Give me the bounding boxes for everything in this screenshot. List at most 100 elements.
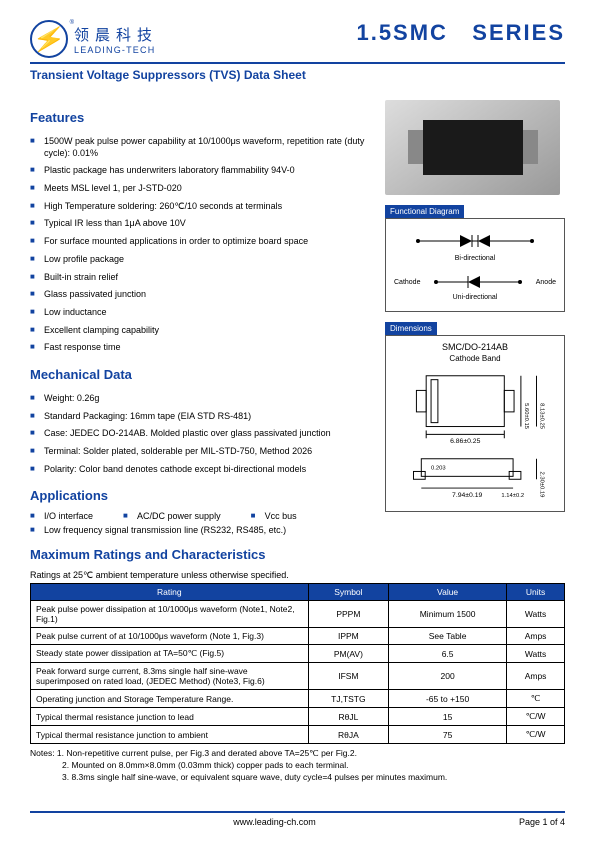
svg-text:1.14±0.2: 1.14±0.2 [501, 493, 524, 499]
ratings-cell: Steady state power dissipation at TA=50℃… [31, 645, 309, 663]
svg-text:5.60±0.15: 5.60±0.15 [523, 403, 529, 429]
mechanical-item: Weight: 0.26g [30, 390, 371, 408]
ratings-cell: RθJA [308, 726, 388, 744]
left-column: Features 1500W peak pulse power capabili… [30, 100, 371, 535]
registered-icon: ® [70, 20, 74, 26]
features-list: 1500W peak pulse power capability at 10/… [30, 133, 371, 357]
series-number: 1.5SMC [356, 20, 447, 45]
uni-directional-symbol [433, 270, 523, 294]
feature-item: Meets MSL level 1, per J-STD-020 [30, 180, 371, 198]
note-line: 3. 8.3ms single half sine-wave, or equiv… [30, 772, 565, 784]
ratings-cell: Peak forward surge current, 8.3ms single… [31, 663, 309, 690]
anode-label: Anode [536, 279, 556, 286]
svg-text:8.13±0.25: 8.13±0.25 [538, 403, 544, 429]
ratings-cell: Amps [507, 663, 565, 690]
series-suffix: SERIES [472, 20, 565, 45]
ratings-section: Maximum Ratings and Characteristics Rati… [30, 547, 565, 784]
mechanical-item: Case: JEDEC DO-214AB. Molded plastic ove… [30, 425, 371, 443]
ratings-cell: Amps [507, 628, 565, 645]
application-item: AC/DC power supply [123, 511, 221, 521]
cathode-label: Cathode [394, 279, 420, 286]
mechanical-item: Terminal: Solder plated, solderable per … [30, 443, 371, 461]
mechanical-item: Polarity: Color band denotes cathode exc… [30, 461, 371, 479]
ratings-cell: TJ,TSTG [308, 690, 388, 708]
feature-item: Typical IR less than 1μA above 10V [30, 215, 371, 233]
ratings-cell: Watts [507, 601, 565, 628]
logo-cn: 领晨科技 [74, 24, 158, 45]
ratings-cell: IFSM [308, 663, 388, 690]
note-line: 2. Mounted on 8.0mm×8.0mm (0.03mm thick)… [30, 760, 565, 772]
package-name: SMC/DO-214AB [392, 342, 558, 352]
dimensions-diagram: SMC/DO-214AB Cathode Band 6.86±0.25 5.60… [385, 335, 565, 512]
applications-list: I/O interface AC/DC power supply Vcc bus Lo… [30, 511, 371, 535]
ratings-cell: Watts [507, 645, 565, 663]
application-item: I/O interface [30, 511, 93, 521]
svg-text:0.203: 0.203 [431, 466, 446, 472]
ratings-row: Typical thermal resistance junction to l… [31, 708, 565, 726]
footer-page: Page 1 of 4 [519, 817, 565, 827]
header: ⚡ ® 领晨科技 LEADING-TECH 1.5SMC SERIES [30, 20, 565, 58]
ratings-cell: Peak pulse current of at 10/1000μs wavef… [31, 628, 309, 645]
product-photo [385, 100, 560, 195]
note-line: Notes: 1. Non-repetitive current pulse, … [30, 748, 565, 760]
ratings-cell: See Table [389, 628, 507, 645]
logo-text: 领晨科技 LEADING-TECH [74, 24, 158, 55]
package-drawing: 6.86±0.25 5.60±0.15 8.13±0.25 0.203 7.94… [392, 366, 558, 503]
ratings-row: Peak pulse power dissipation at 10/1000μ… [31, 601, 565, 628]
mechanical-heading: Mechanical Data [30, 367, 371, 382]
bi-directional-symbol [415, 229, 535, 253]
application-item: Low frequency signal transmission line (… [30, 525, 286, 535]
ratings-cell: 15 [389, 708, 507, 726]
ratings-row: Steady state power dissipation at TA=50℃… [31, 645, 565, 663]
ratings-cell: 75 [389, 726, 507, 744]
ratings-cell: PM(AV) [308, 645, 388, 663]
functional-diagram-header: Functional Diagram [385, 205, 464, 218]
ratings-cell: ℃ [507, 690, 565, 708]
ratings-cell: RθJL [308, 708, 388, 726]
ratings-cell: Peak pulse power dissipation at 10/1000μ… [31, 601, 309, 628]
svg-text:2.30±0.19: 2.30±0.19 [538, 471, 544, 497]
application-item: Vcc bus [251, 511, 297, 521]
ratings-cell: Typical thermal resistance junction to l… [31, 708, 309, 726]
ratings-header: Value [389, 584, 507, 601]
ratings-row: Typical thermal resistance junction to a… [31, 726, 565, 744]
subtitle: Transient Voltage Suppressors (TVS) Data… [30, 68, 565, 82]
ratings-heading: Maximum Ratings and Characteristics [30, 547, 565, 562]
feature-item: Built-in strain relief [30, 269, 371, 287]
ratings-row: Peak pulse current of at 10/1000μs wavef… [31, 628, 565, 645]
ratings-row: Operating junction and Storage Temperatu… [31, 690, 565, 708]
ratings-table: RatingSymbolValueUnits Peak pulse power … [30, 583, 565, 744]
applications-heading: Applications [30, 488, 371, 503]
table-notes: Notes: 1. Non-repetitive current pulse, … [30, 748, 565, 784]
ratings-cell: ℃/W [507, 726, 565, 744]
bolt-icon: ⚡ [30, 21, 67, 57]
logo-en: LEADING-TECH [74, 45, 158, 55]
feature-item: Fast response time [30, 339, 371, 357]
svg-text:6.86±0.25: 6.86±0.25 [450, 438, 481, 445]
bi-directional-label: Bi-directional [394, 255, 556, 262]
ratings-cell: 200 [389, 663, 507, 690]
ratings-cell: 6.5 [389, 645, 507, 663]
chip-icon [423, 120, 523, 175]
ratings-cell: PPPM [308, 601, 388, 628]
footer-url: www.leading-ch.com [233, 817, 316, 827]
right-column: Functional Diagram Bi-directional [385, 100, 565, 535]
logo: ⚡ ® 领晨科技 LEADING-TECH [30, 20, 158, 58]
footer: www.leading-ch.com Page 1 of 4 [30, 811, 565, 827]
ratings-cell: Typical thermal resistance junction to a… [31, 726, 309, 744]
dimensions-header: Dimensions [385, 322, 437, 335]
feature-item: Plastic package has underwriters laborat… [30, 162, 371, 180]
feature-item: Excellent clamping capability [30, 322, 371, 340]
ratings-note: Ratings at 25℃ ambient temperature unles… [30, 570, 565, 581]
feature-item: High Temperature soldering: 260℃/10 seco… [30, 198, 371, 216]
mechanical-item: Standard Packaging: 16mm tape (EIA STD R… [30, 408, 371, 426]
ratings-cell: ℃/W [507, 708, 565, 726]
feature-item: Glass passivated junction [30, 286, 371, 304]
feature-item: For surface mounted applications in orde… [30, 233, 371, 251]
ratings-cell: Minimum 1500 [389, 601, 507, 628]
svg-text:7.94±0.19: 7.94±0.19 [452, 492, 483, 499]
header-divider [30, 62, 565, 64]
ratings-header: Units [507, 584, 565, 601]
ratings-header: Symbol [308, 584, 388, 601]
ratings-row: Peak forward surge current, 8.3ms single… [31, 663, 565, 690]
